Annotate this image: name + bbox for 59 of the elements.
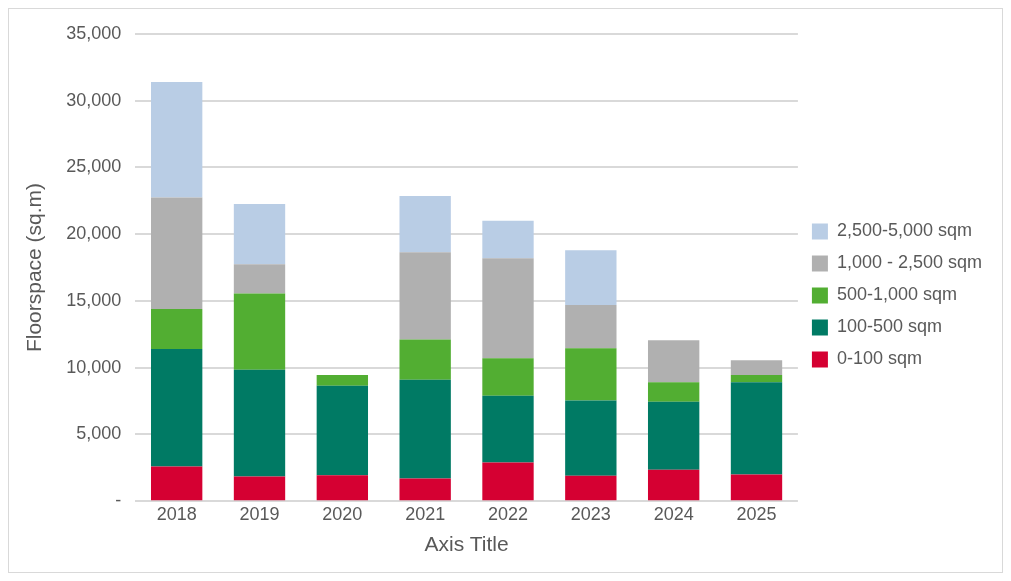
bar [150, 308, 203, 349]
bar [647, 382, 700, 402]
bar [730, 360, 783, 375]
bar [565, 400, 617, 476]
x-axis-title: Axis Title [424, 532, 509, 556]
legend-label: 0-100 sqm [836, 348, 922, 369]
bar [482, 462, 534, 501]
bar [399, 196, 451, 253]
bar [150, 348, 203, 467]
y-tick-label: 35,000 [66, 22, 122, 43]
bar [233, 264, 286, 294]
x-tick-label: 2021 [405, 503, 446, 524]
bar [399, 379, 451, 479]
y-tick-label: 30,000 [66, 89, 122, 110]
legend-label: 500-1,000 sqm [836, 284, 957, 305]
bar [233, 369, 286, 477]
bar [565, 250, 617, 305]
x-tick-label: 2022 [487, 503, 529, 524]
bar [150, 466, 203, 501]
y-tick-label: 5,000 [76, 423, 122, 444]
bar [647, 401, 700, 470]
bar [150, 81, 203, 198]
bar [565, 475, 617, 501]
y-tick-label: 25,000 [66, 156, 122, 177]
bar [482, 358, 534, 396]
x-tick-label: 2018 [156, 503, 197, 524]
y-tick-label: - [115, 490, 122, 511]
bar [150, 197, 203, 309]
bar [233, 476, 286, 501]
x-tick-label: 2020 [322, 503, 363, 524]
bar [482, 220, 534, 259]
bar [233, 293, 286, 370]
bar [730, 474, 783, 501]
bar [399, 252, 451, 340]
bar [316, 475, 369, 501]
y-tick-label: 20,000 [66, 223, 122, 244]
bar [730, 382, 783, 475]
x-tick-label: 2023 [570, 503, 611, 524]
bar [482, 395, 534, 463]
bar [399, 339, 451, 380]
bar [565, 348, 617, 401]
y-tick-label: 15,000 [66, 289, 122, 310]
bar [647, 469, 700, 501]
y-axis-title: Floorspace (sq.m) [22, 182, 46, 353]
x-tick-label: 2019 [239, 503, 280, 524]
bar [316, 375, 369, 386]
bar [233, 204, 286, 265]
bar [647, 340, 700, 383]
bar [730, 375, 783, 383]
x-tick-label: 2024 [653, 503, 694, 524]
x-tick-label: 2025 [736, 503, 777, 524]
legend-label: 2,500-5,000 sqm [836, 220, 972, 241]
bar [482, 258, 534, 359]
bar [316, 385, 369, 476]
legend-label: 1,000 - 2,500 sqm [836, 252, 982, 273]
bar [399, 478, 451, 501]
bar [565, 304, 617, 349]
legend-label: 100-500 sqm [836, 316, 942, 337]
y-tick-label: 10,000 [66, 356, 122, 377]
